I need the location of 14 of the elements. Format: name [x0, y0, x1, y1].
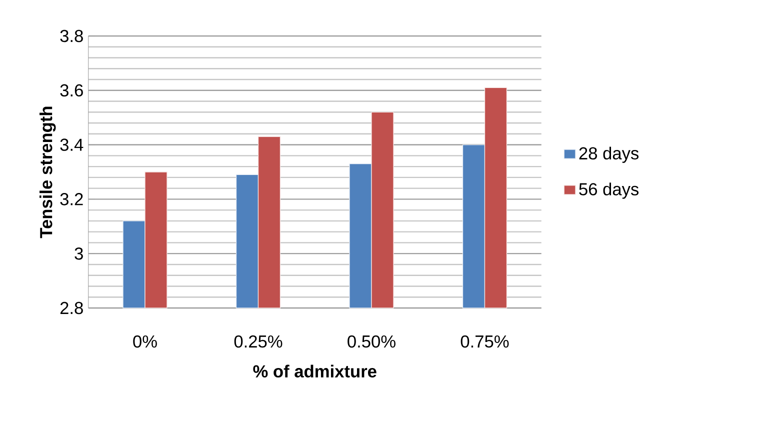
x-tick-label: 0.50%	[348, 335, 396, 348]
y-tick-label: 3	[74, 247, 83, 260]
x-tick-label: 0%	[133, 335, 157, 348]
y-tick-label: 3.4	[60, 138, 84, 151]
x-tick-label: 0.75%	[460, 335, 509, 348]
y-tick-label: 3.2	[60, 193, 83, 206]
legend-label: 56 days	[579, 182, 639, 199]
y-tick-label: 2.8	[60, 302, 83, 314]
legend-label: 28 days	[579, 146, 639, 163]
y-tick-label: 3.8	[60, 30, 83, 42]
x-axis-title: % of admixture	[253, 364, 376, 378]
x-tick-label: 0.25%	[234, 335, 282, 348]
y-axis-title: Tensile strength	[40, 106, 56, 238]
y-tick-label: 3.6	[60, 84, 83, 97]
